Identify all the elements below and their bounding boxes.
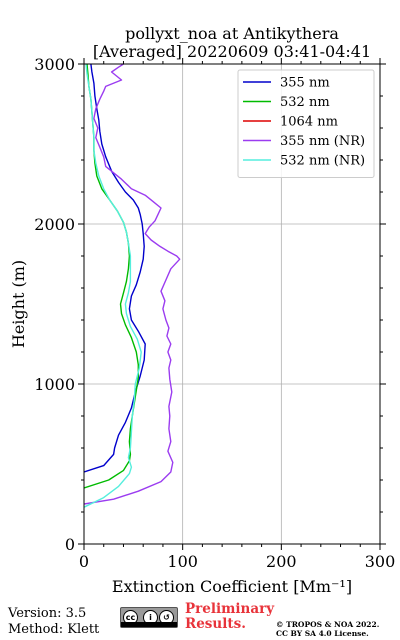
series-line-3 [84,64,181,505]
x-axis-label: Extinction Coefficient [Mm⁻¹] [112,577,352,596]
y-tick-label: 3000 [34,55,75,74]
legend-label: 532 nm [280,95,330,110]
x-tick-label: 0 [79,552,89,571]
copyright-line-1: © TROPOS & NOA 2022. [276,620,380,629]
series-layer [84,64,181,508]
legend-label: 355 nm (NR) [280,134,365,149]
preliminary-line-1: Preliminary [185,601,275,617]
copyright-line-2: CC BY SA 4.0 License. [276,629,369,638]
y-tick-label: 2000 [34,215,75,234]
method-text: Method: Klett [8,622,100,637]
legend-label: 532 nm (NR) [280,154,365,169]
series-line-4 [84,64,142,508]
series-line-0 [84,64,146,473]
preliminary-notice: Preliminary Results. [185,602,274,632]
legend-label: 355 nm [280,76,330,91]
y-axis-label: Height (m) [9,260,28,348]
chart-subtitle: [Averaged] 20220609 03:41-04:41 [93,42,371,61]
plot-frame [83,63,381,545]
chart-title: pollyxt_noa at Antikythera [125,24,339,43]
y-tick-label: 0 [65,535,75,554]
cc-license-icon: cc i ↺ [120,607,178,628]
legend: 355 nm 532 nm 1064 nm 355 nm (NR) 532 nm (NR… [237,69,375,178]
preliminary-line-2: Results. [185,616,246,632]
x-tick-label: 300 [365,552,396,571]
extinction-profile-chart: pollyxt_noa at Antikythera [Averaged] 20… [9,24,395,596]
x-tick-label: 200 [266,552,297,571]
legend-box [237,69,375,178]
x-tick-label: 100 [167,552,198,571]
y-tick-label: 1000 [34,375,75,394]
version-text: Version: 3.5 [8,606,87,621]
legend-label: 1064 nm [280,115,338,130]
copyright-notice: © TROPOS & NOA 2022. CC BY SA 4.0 Licens… [276,620,379,638]
